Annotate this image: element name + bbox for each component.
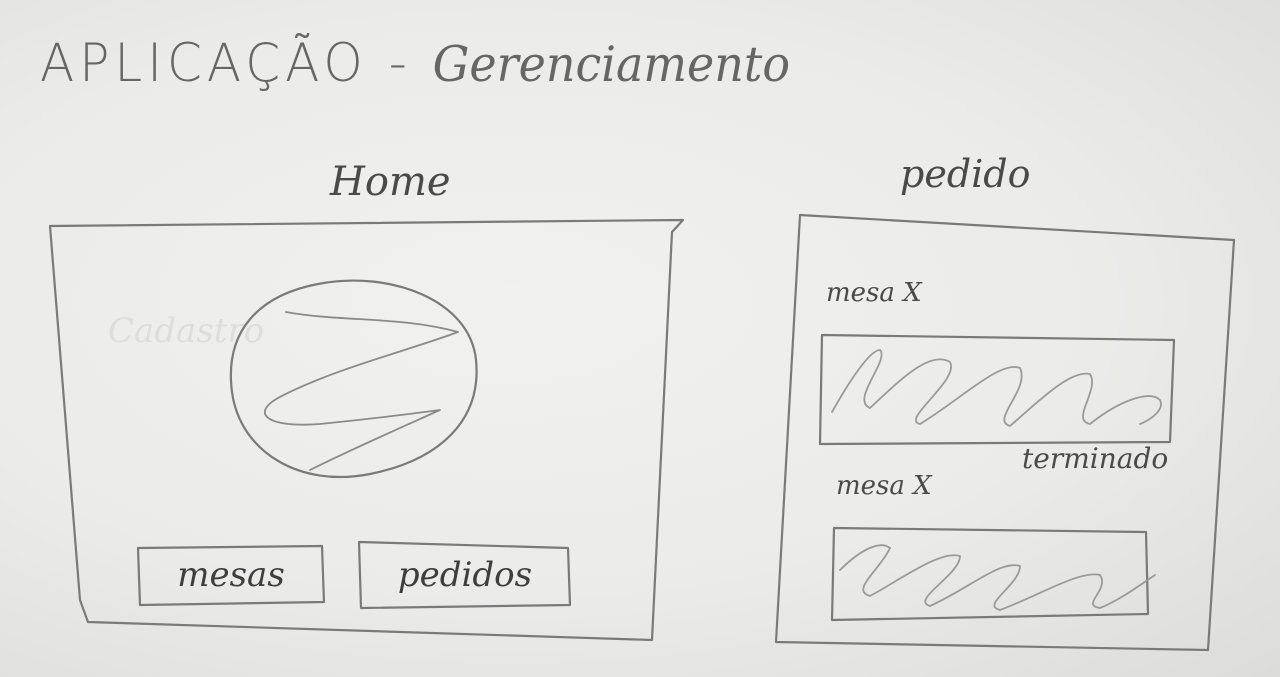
image-placeholder-circle (229, 279, 478, 479)
order-card-1-scribble (831, 349, 1162, 427)
title-main: APLICAÇÃO (40, 32, 368, 94)
mesas-button-frame (136, 544, 326, 607)
order-2-label: mesa X (836, 471, 932, 501)
pedido-screen-frame (774, 213, 1236, 652)
order-card-2-scribble (839, 544, 1156, 611)
home-screen-frame (48, 218, 685, 642)
title-separator: - (388, 32, 412, 94)
order-1-status[interactable]: terminado (1022, 442, 1169, 475)
title-subtitle: Gerenciamento (432, 35, 791, 93)
order-1-label: mesa X (826, 278, 922, 308)
image-placeholder-scribble (264, 311, 459, 471)
mesas-button[interactable]: mesas (177, 555, 285, 595)
pedido-screen-label: pedido (900, 152, 1031, 196)
erased-text: Cadastro (108, 311, 265, 351)
order-card-2-frame (830, 526, 1150, 622)
page-title: APLICAÇÃO - Gerenciamento (40, 37, 790, 90)
pedidos-button[interactable]: pedidos (397, 555, 533, 595)
order-card-1-frame (818, 333, 1176, 446)
pedidos-button-frame (357, 540, 572, 610)
home-screen-label: Home (330, 159, 451, 205)
